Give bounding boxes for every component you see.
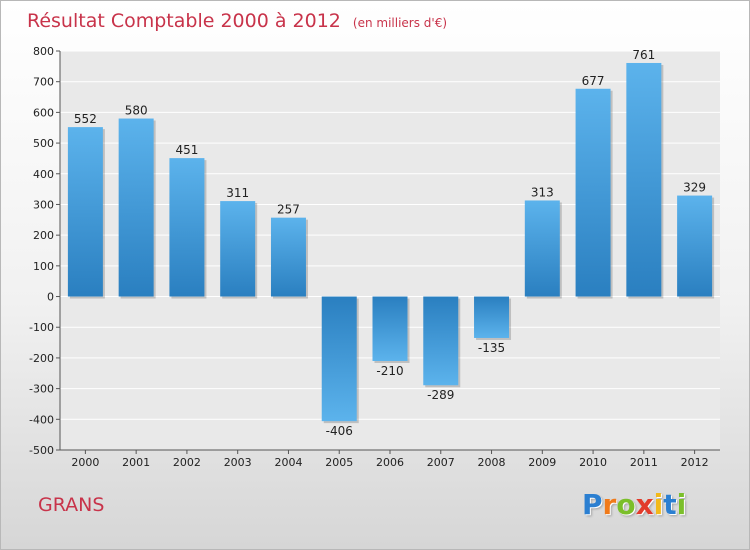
bar xyxy=(372,296,408,361)
bar xyxy=(169,158,205,297)
bar xyxy=(474,296,510,338)
bar-value-label: 311 xyxy=(226,186,249,200)
chart-title-unit: (en milliers d'€) xyxy=(352,16,448,30)
y-tick-label: -400 xyxy=(29,413,54,426)
y-tick-label: -300 xyxy=(29,383,54,396)
bar-value-label: 329 xyxy=(683,181,706,195)
x-tick-label: 2012 xyxy=(681,456,709,469)
bar xyxy=(321,296,357,422)
chart-title-main: Résultat Comptable 2000 à 2012 xyxy=(27,10,341,32)
bar xyxy=(626,62,662,297)
logo-letter: i xyxy=(653,488,664,521)
bar xyxy=(575,88,611,297)
bar xyxy=(270,217,306,297)
x-tick-label: 2010 xyxy=(579,456,607,469)
bar-value-label: 451 xyxy=(175,143,198,157)
logo-letter: P xyxy=(582,488,603,521)
x-tick-label: 2009 xyxy=(528,456,556,469)
bar xyxy=(118,118,154,297)
x-tick-label: 2003 xyxy=(224,456,252,469)
x-tick-label: 2004 xyxy=(274,456,302,469)
y-tick-label: 500 xyxy=(33,137,54,150)
y-tick-label: 0 xyxy=(47,291,54,304)
y-tick-label: -100 xyxy=(29,321,54,334)
y-tick-label: 600 xyxy=(33,106,54,119)
y-tick-label: 200 xyxy=(33,229,54,242)
x-tick-label: 2008 xyxy=(478,456,506,469)
x-tick-label: 2002 xyxy=(173,456,201,469)
bar-value-label: 313 xyxy=(531,185,554,199)
proxiti-logo: Proxiti xyxy=(582,488,686,521)
bar-value-label: -135 xyxy=(478,341,505,355)
y-tick-label: -500 xyxy=(29,444,54,457)
bar-value-label: -210 xyxy=(376,364,403,378)
y-tick-label: -200 xyxy=(29,352,54,365)
plot-area xyxy=(60,51,720,450)
bar-value-label: 257 xyxy=(277,203,300,217)
bar-value-label: -289 xyxy=(427,388,454,402)
x-tick-label: 2011 xyxy=(630,456,658,469)
y-tick-label: 300 xyxy=(33,198,54,211)
bar-value-label: -406 xyxy=(326,424,353,438)
bar-value-label: 761 xyxy=(632,48,655,62)
bar xyxy=(67,127,103,297)
logo-letter: o xyxy=(616,488,636,521)
y-tick-label: 700 xyxy=(33,76,54,89)
x-tick-label: 2006 xyxy=(376,456,404,469)
bar xyxy=(423,296,459,386)
x-tick-label: 2007 xyxy=(427,456,455,469)
chart-title: Résultat Comptable 2000 à 2012 (en millie… xyxy=(27,6,447,36)
bar-value-label: 552 xyxy=(74,112,97,126)
bar-value-label: 677 xyxy=(582,74,605,88)
x-tick-label: 2001 xyxy=(122,456,150,469)
bar xyxy=(524,200,560,297)
x-tick-label: 2005 xyxy=(325,456,353,469)
bar xyxy=(677,195,713,297)
x-tick-label: 2000 xyxy=(71,456,99,469)
commune-name: GRANS xyxy=(38,494,105,516)
logo-letter: i xyxy=(676,488,687,521)
logo-letter: x xyxy=(635,488,654,521)
y-tick-label: 800 xyxy=(33,45,54,58)
bar-value-label: 580 xyxy=(125,104,148,118)
y-tick-label: 400 xyxy=(33,168,54,181)
y-tick-label: 100 xyxy=(33,260,54,273)
logo-letter: r xyxy=(602,488,617,521)
logo-letter: t xyxy=(663,488,677,521)
bar xyxy=(220,201,256,297)
